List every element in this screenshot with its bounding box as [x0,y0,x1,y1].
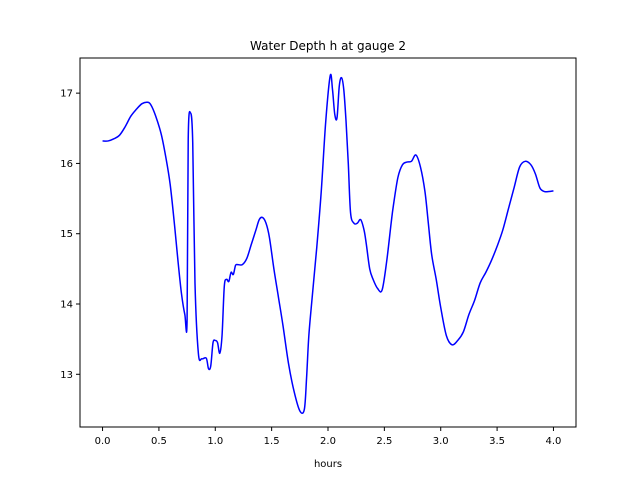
y-tick-label: 17 [60,89,73,100]
y-axis: 13 14 15 16 17 [60,89,80,381]
y-tick-label: 14 [60,300,73,311]
x-tick-label: 4.0 [546,436,562,447]
y-tick-label: 15 [60,229,73,240]
x-tick-label: 2.0 [320,436,336,447]
series-line [102,73,554,415]
x-tick-label: 2.5 [376,436,392,447]
x-tick-label: 0.0 [95,436,111,447]
x-tick-label: 1.5 [264,436,280,447]
x-tick-label: 3.0 [433,436,449,447]
y-tick-label: 13 [60,370,73,381]
x-axis: 0.0 0.5 1.0 1.5 2.0 2.5 3.0 3.5 4.0 [95,427,562,447]
y-tick-label: 16 [60,159,73,170]
series-layer [102,73,554,415]
chart-title: Water Depth h at gauge 2 [250,39,406,53]
x-tick-label: 0.5 [151,436,167,447]
x-axis-label: hours [314,459,342,470]
x-tick-label: 1.0 [207,436,223,447]
x-tick-label: 3.5 [489,436,505,447]
